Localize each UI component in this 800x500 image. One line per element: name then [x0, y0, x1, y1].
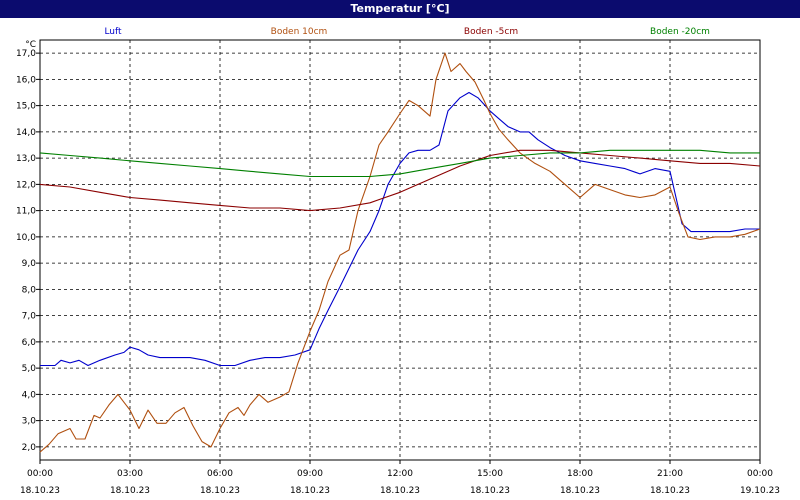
- y-tick-label: 9,0: [22, 259, 37, 269]
- series-line-2: [39, 149, 761, 212]
- y-tick-label: 7,0: [22, 312, 37, 322]
- x-tick-label-time: 00:00: [747, 469, 773, 479]
- y-tick-label: 16,0: [16, 75, 36, 85]
- y-tick-label: 10,0: [16, 233, 36, 243]
- chart-title: Temperatur [°C]: [0, 0, 800, 18]
- x-tick-label-date: 19.10.23: [740, 486, 780, 496]
- y-tick-label: 12,0: [16, 180, 36, 190]
- y-tick-label: 13,0: [16, 154, 36, 164]
- y-tick-label: 2,0: [22, 443, 37, 453]
- x-tick-label-date: 18.10.23: [470, 486, 510, 496]
- x-tick-label-date: 18.10.23: [380, 486, 420, 496]
- y-tick-label: 4,0: [22, 390, 37, 400]
- legend-label-2: Boden -5cm: [464, 27, 518, 37]
- x-tick-label-date: 18.10.23: [650, 486, 690, 496]
- x-tick-label-time: 09:00: [297, 469, 323, 479]
- x-tick-label-date: 18.10.23: [20, 486, 60, 496]
- x-tick-label-time: 00:00: [27, 469, 53, 479]
- series-line-3: [39, 149, 760, 178]
- legend-label-3: Boden -20cm: [650, 27, 710, 37]
- legend-label-0: Luft: [104, 27, 122, 37]
- y-tick-label: 15,0: [16, 102, 36, 112]
- series-line-1: [39, 52, 761, 453]
- y-tick-label: 11,0: [16, 207, 36, 217]
- y-tick-label: 14,0: [16, 128, 36, 138]
- series-line-0: [40, 91, 760, 367]
- x-tick-label-time: 21:00: [657, 469, 683, 479]
- x-tick-label-date: 18.10.23: [110, 486, 150, 496]
- x-tick-label-date: 18.10.23: [290, 486, 330, 496]
- y-tick-label: 6,0: [22, 338, 37, 348]
- x-tick-label-time: 12:00: [387, 469, 413, 479]
- y-tick-label: 8,0: [22, 285, 37, 295]
- x-tick-label-time: 06:00: [207, 469, 233, 479]
- x-tick-label-date: 18.10.23: [200, 486, 240, 496]
- y-axis-label: °C: [25, 40, 36, 50]
- legend-label-1: Boden 10cm: [271, 27, 328, 37]
- x-tick-label-date: 18.10.23: [560, 486, 600, 496]
- x-tick-label-time: 18:00: [567, 469, 593, 479]
- y-tick-label: 3,0: [22, 417, 37, 427]
- x-tick-label-time: 03:00: [117, 469, 143, 479]
- x-tick-label-time: 15:00: [477, 469, 503, 479]
- y-tick-label: 5,0: [22, 364, 37, 374]
- y-tick-label: 17,0: [16, 49, 36, 59]
